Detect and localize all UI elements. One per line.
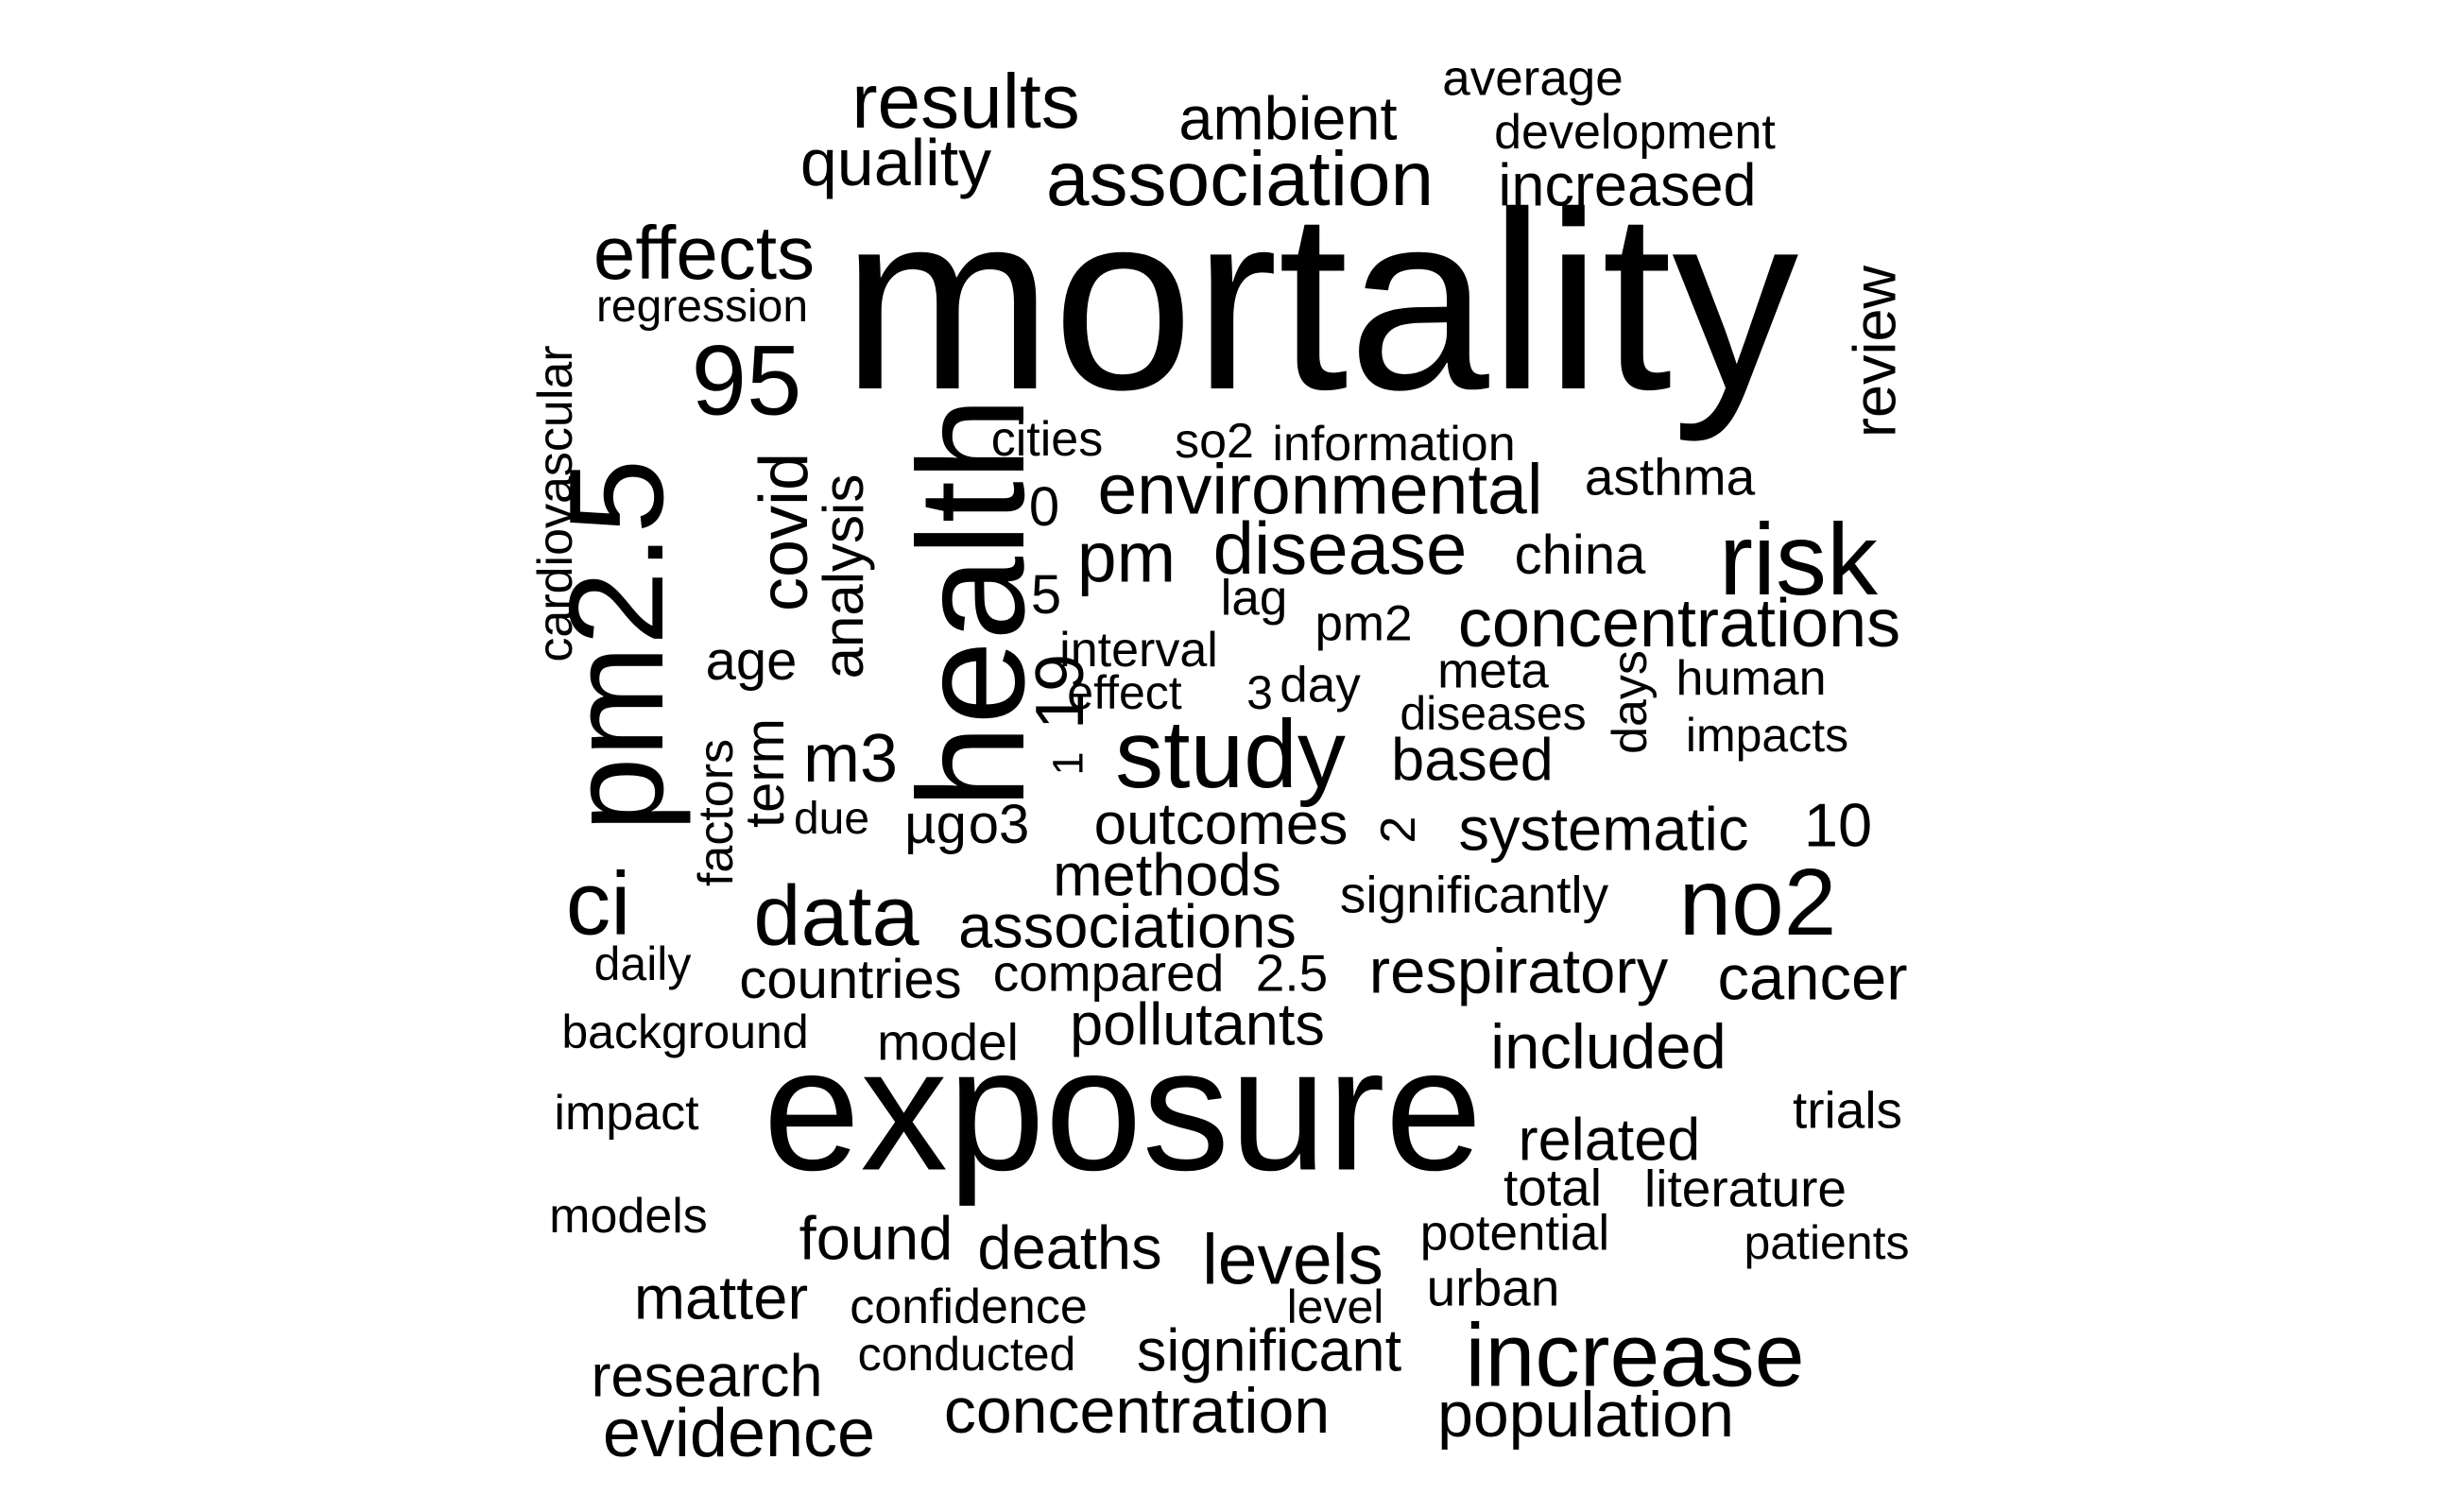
- word-results: results: [851, 59, 1080, 145]
- word-10: 10: [1803, 790, 1873, 860]
- word-concentrations: concentrations: [1457, 586, 1901, 662]
- word-review: review: [1842, 265, 1909, 438]
- word-so2: so2: [1175, 414, 1254, 469]
- word-ambient: ambient: [1178, 83, 1398, 153]
- word-environmental: environmental: [1097, 449, 1543, 529]
- word-exposure: exposure: [763, 1012, 1483, 1208]
- word-2-5: 2.5: [1255, 943, 1329, 1003]
- word-cancer: cancer: [1717, 942, 1908, 1014]
- word-evidence: evidence: [602, 1396, 876, 1471]
- word-outcomes: outcomes: [1093, 792, 1349, 857]
- word-mortality: mortality: [841, 159, 1799, 442]
- word-ci: ci: [565, 853, 631, 954]
- word-based: based: [1391, 727, 1554, 794]
- word-methods: methods: [1053, 842, 1281, 909]
- word-m3: m3: [802, 721, 899, 797]
- word-diseases: diseases: [1400, 687, 1587, 740]
- word-models: models: [549, 1189, 708, 1244]
- word-confidence: confidence: [850, 1280, 1088, 1334]
- word-analysis: analysis: [812, 473, 875, 679]
- word-increased: increased: [1498, 152, 1757, 219]
- word-effects: effects: [593, 211, 816, 295]
- word-urban: urban: [1426, 1258, 1560, 1317]
- word-interval: interval: [1059, 623, 1218, 678]
- word-related: related: [1518, 1107, 1701, 1174]
- word-significant: significant: [1136, 1317, 1402, 1384]
- word-average: average: [1442, 50, 1624, 107]
- word-background: background: [561, 1005, 809, 1058]
- word-trials: trials: [1792, 1080, 1903, 1140]
- word-age: age: [705, 630, 798, 692]
- word-impacts: impacts: [1685, 709, 1849, 762]
- word-level: level: [1286, 1280, 1384, 1333]
- word-daily: daily: [593, 937, 692, 990]
- word-quality: quality: [799, 126, 992, 199]
- word-pollutants: pollutants: [1070, 991, 1325, 1058]
- word-o3: o3: [968, 794, 1030, 855]
- word-5: 5: [1030, 564, 1062, 626]
- word-countries: countries: [739, 949, 962, 1010]
- word-effect: effect: [1067, 666, 1182, 719]
- word-meta: meta: [1437, 643, 1549, 699]
- word-data: data: [753, 869, 919, 964]
- word-associations: associations: [958, 891, 1297, 961]
- word-matter: matter: [633, 1263, 809, 1332]
- word-systematic: systematic: [1458, 794, 1749, 864]
- word-conducted: conducted: [857, 1328, 1076, 1381]
- word-model: model: [877, 1012, 1019, 1072]
- word-lag: lag: [1220, 570, 1288, 627]
- word-due: due: [793, 794, 870, 844]
- word-included: included: [1490, 1011, 1727, 1083]
- word-levels: levels: [1202, 1219, 1383, 1299]
- word-research: research: [591, 1343, 823, 1410]
- word-disease: disease: [1212, 507, 1468, 590]
- word-no2: no2: [1678, 850, 1837, 955]
- word-cities: cities: [990, 412, 1104, 467]
- word-regression: regression: [595, 282, 809, 332]
- word-total: total: [1503, 1158, 1602, 1217]
- word-covid: covid: [747, 452, 822, 612]
- word-days: days: [1603, 650, 1658, 754]
- word-cardiovascular: cardiovascular: [528, 345, 583, 662]
- word-development: development: [1494, 105, 1776, 160]
- word-pm2: pm2: [1314, 595, 1413, 652]
- word-day: day: [1280, 657, 1361, 713]
- word-2: 2: [1371, 816, 1426, 844]
- word-risk: risk: [1719, 502, 1878, 616]
- word-3: 3: [1246, 666, 1273, 719]
- word-literature: literature: [1644, 1159, 1847, 1218]
- word-patients: patients: [1744, 1216, 1910, 1269]
- word-study: study: [1115, 700, 1346, 808]
- word-potential: potential: [1419, 1205, 1610, 1262]
- word-factors: factors: [689, 738, 744, 887]
- word-1: 1: [1043, 751, 1092, 776]
- word-population: population: [1437, 1379, 1734, 1451]
- word-information: information: [1272, 417, 1516, 472]
- word-term: term: [734, 718, 796, 828]
- word-human: human: [1675, 651, 1827, 706]
- word-concentration: concentration: [943, 1375, 1331, 1447]
- word-china: china: [1514, 524, 1646, 586]
- word-pm: pm: [1076, 517, 1177, 597]
- word-deaths: deaths: [977, 1212, 1162, 1282]
- word-asthma: asthma: [1584, 447, 1756, 507]
- word-95: 95: [691, 325, 802, 437]
- word-found: found: [799, 1203, 954, 1273]
- word-impact: impact: [554, 1086, 699, 1141]
- word-association: association: [1045, 136, 1435, 222]
- word-compared: compared: [992, 943, 1225, 1003]
- word-0: 0: [1028, 476, 1060, 538]
- word-increase: increase: [1465, 1305, 1805, 1406]
- word-µg: µg: [904, 794, 967, 855]
- word-respiratory: respiratory: [1368, 936, 1669, 1007]
- word-significantly: significantly: [1339, 865, 1609, 924]
